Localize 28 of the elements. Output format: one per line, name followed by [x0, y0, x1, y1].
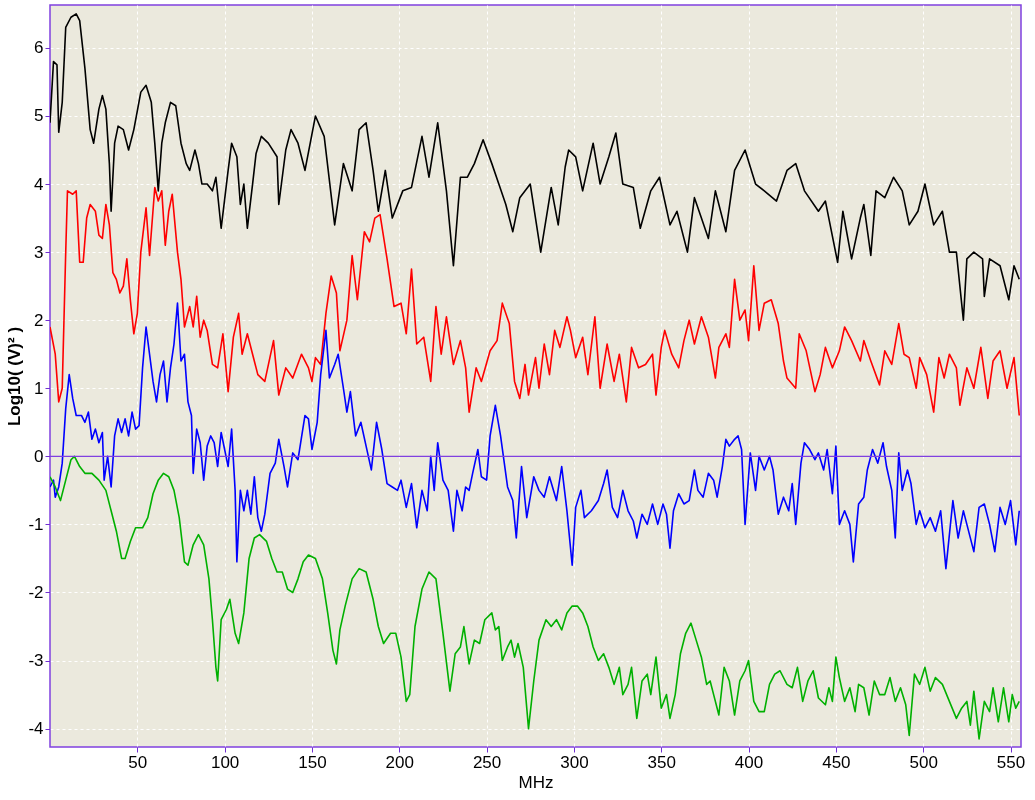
line-series — [50, 13, 1021, 321]
x-tick-label: 150 — [298, 752, 327, 772]
y-axis-title: Log10( (V)² ) — [5, 326, 25, 427]
x-tick-label: 350 — [647, 752, 676, 772]
y-tick-label: 0 — [34, 446, 44, 466]
y-tick-label: 5 — [34, 106, 44, 126]
y-tick-label: 6 — [34, 38, 44, 58]
y-tick-label: -2 — [28, 582, 44, 602]
x-tick-label: 100 — [210, 752, 240, 772]
line-series — [50, 455, 1021, 740]
line-series — [50, 186, 1021, 417]
x-tick-label: 450 — [822, 752, 851, 772]
x-tick-label: 300 — [560, 752, 589, 772]
y-tick-label: -1 — [28, 514, 44, 534]
y-tick-label: -3 — [28, 651, 44, 671]
y-tick-label: 4 — [34, 174, 44, 194]
y-tick-label: 2 — [34, 310, 44, 330]
x-tick-label: 250 — [472, 752, 502, 772]
y-tick-label: 3 — [34, 242, 44, 262]
x-tick-label: 200 — [385, 752, 414, 772]
y-tick-label: 1 — [34, 378, 44, 398]
x-tick-label: 400 — [734, 752, 764, 772]
x-tick-label: 500 — [909, 752, 938, 772]
x-axis-title: MHz — [518, 772, 554, 792]
line-series — [50, 302, 1021, 570]
y-tick-label: -4 — [28, 719, 44, 739]
x-tick-label: 50 — [128, 752, 148, 772]
x-tick-label: 550 — [996, 752, 1026, 772]
